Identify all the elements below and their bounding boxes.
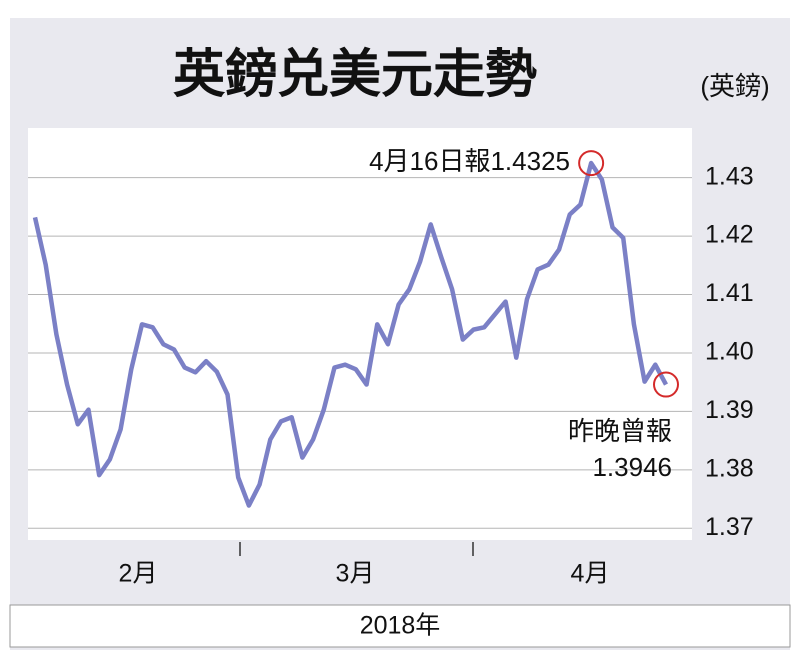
annotation: 1.3946	[592, 452, 672, 482]
highlight-marker	[578, 150, 605, 177]
y-tick-label: 1.43	[705, 162, 754, 190]
y-tick-label: 1.40	[705, 338, 754, 366]
highlight-marker	[653, 371, 679, 398]
y-tick-label: 1.41	[705, 279, 754, 307]
x-axis-label: 2018年	[360, 612, 441, 640]
y-tick-label: 1.38	[705, 454, 754, 482]
y-tick-label: 1.37	[705, 513, 754, 541]
footer-box	[9, 604, 791, 648]
x-tick-label: 3月	[336, 560, 375, 588]
y-tick-label: 1.39	[705, 396, 754, 424]
annotation: 昨晚曾報	[568, 416, 672, 446]
x-tick-label: 2月	[119, 560, 158, 588]
x-tick-label: 4月	[571, 560, 610, 588]
chart-title: 英鎊兑美元走勢	[173, 46, 537, 104]
y-tick-label: 1.42	[705, 221, 754, 249]
line	[32, 160, 668, 508]
annotation: 4月16日報1.4325	[369, 146, 570, 176]
unit-label: (英鎊)	[700, 71, 769, 101]
